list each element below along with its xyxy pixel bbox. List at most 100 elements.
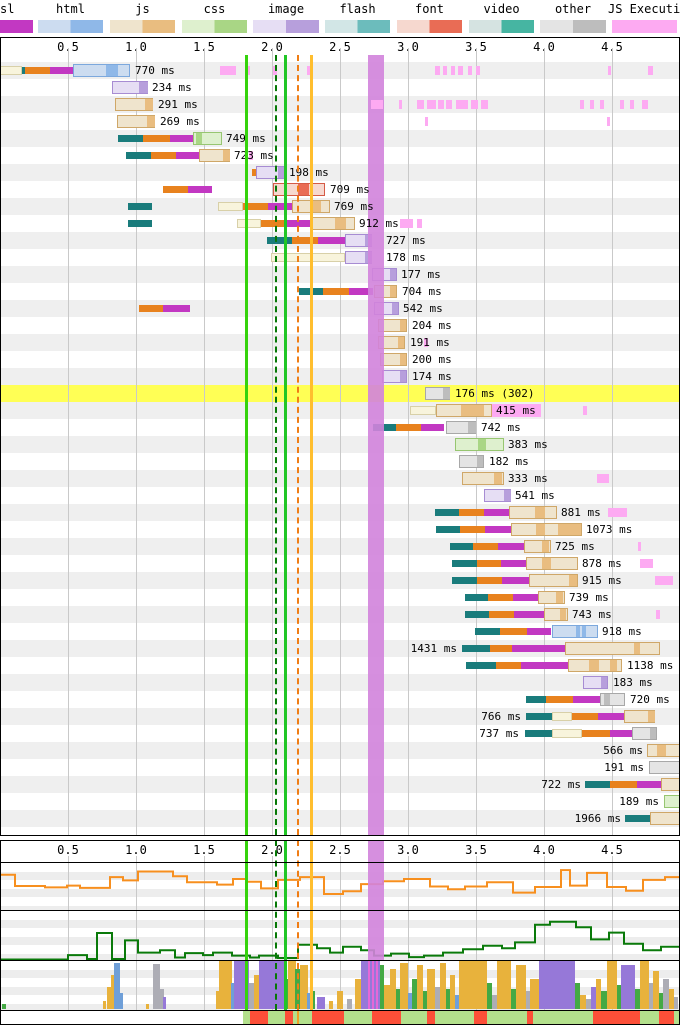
interactive-segment[interactable] xyxy=(285,1011,293,1024)
request-bar-js[interactable] xyxy=(115,98,153,111)
request-bar-img[interactable] xyxy=(256,166,285,179)
request-bar-font[interactable] xyxy=(273,183,325,196)
legend-swatch-4 xyxy=(253,20,319,33)
request-bar-oth[interactable] xyxy=(425,387,450,400)
js-execution-tick xyxy=(655,576,673,585)
dns-segment xyxy=(526,696,546,703)
dns-segment xyxy=(625,815,650,822)
request-time-label: 383 ms xyxy=(508,438,548,451)
request-time-label: 709 ms xyxy=(330,183,370,196)
request-bar-oth[interactable] xyxy=(649,761,680,774)
ssl-segment xyxy=(188,186,212,193)
request-bar-js[interactable] xyxy=(380,353,407,366)
request-bar-js[interactable] xyxy=(526,557,578,570)
request-bar-img[interactable] xyxy=(112,81,148,94)
request-bar-js[interactable] xyxy=(661,778,680,791)
interactive-segment[interactable] xyxy=(312,1011,344,1024)
request-bar-js[interactable] xyxy=(650,812,680,825)
panel-divider-4 xyxy=(0,1010,680,1011)
request-bar-css[interactable] xyxy=(455,438,504,451)
request-bar-js[interactable] xyxy=(624,710,655,723)
download-chunk xyxy=(390,286,396,297)
con-segment xyxy=(489,611,514,618)
request-bar-js[interactable] xyxy=(529,574,578,587)
request-bar-js[interactable] xyxy=(436,404,492,417)
request-time-label: 766 ms xyxy=(481,710,521,723)
ssl-segment xyxy=(421,424,444,431)
request-bar-js[interactable] xyxy=(117,115,155,128)
request-bar-html[interactable] xyxy=(552,625,598,638)
request-bar-js[interactable] xyxy=(565,642,660,655)
con-segment xyxy=(292,237,318,244)
interactive-segment[interactable] xyxy=(293,1011,297,1024)
request-bar-css[interactable] xyxy=(193,132,222,145)
download-chunk xyxy=(657,745,666,756)
download-chunk xyxy=(223,150,230,161)
interactive-segment[interactable] xyxy=(674,1011,680,1024)
request-bar-js[interactable] xyxy=(311,217,355,230)
download-chunk xyxy=(589,660,599,671)
interactive-segment[interactable] xyxy=(487,1011,527,1024)
axis-tick-label-bottom: 2.5 xyxy=(329,843,351,857)
request-bar-js[interactable] xyxy=(199,149,230,162)
interactive-segment[interactable] xyxy=(533,1011,593,1024)
axis-tick-label-bottom: 0.5 xyxy=(57,843,79,857)
request-bar-js[interactable] xyxy=(544,608,568,621)
js-execution-tick xyxy=(458,66,463,75)
gridline-vertical-bottom xyxy=(408,856,409,1010)
con-segment xyxy=(323,288,349,295)
interactive-segment[interactable] xyxy=(427,1011,435,1024)
js-execution-tick xyxy=(608,66,611,75)
request-bar-js[interactable] xyxy=(524,540,551,553)
interactive-segment[interactable] xyxy=(250,1011,268,1024)
axis-tick-label: 2.5 xyxy=(329,40,351,54)
activity-spike xyxy=(380,965,384,1009)
request-bar-js[interactable] xyxy=(568,659,622,672)
interactive-segment[interactable] xyxy=(474,1011,487,1024)
interactive-segment[interactable] xyxy=(593,1011,640,1024)
request-bar-js[interactable] xyxy=(509,506,557,519)
activity-spike xyxy=(440,963,446,1009)
interactive-segment[interactable] xyxy=(401,1011,427,1024)
request-bar-js[interactable] xyxy=(647,744,680,757)
interactive-segment[interactable] xyxy=(640,1011,659,1024)
js-execution-tick xyxy=(417,100,424,109)
interactive-segment[interactable] xyxy=(527,1011,533,1024)
download-chunk xyxy=(461,405,484,416)
axis-tick-label: 0.5 xyxy=(57,40,79,54)
legend-swatch-3 xyxy=(182,20,247,33)
request-bar-js[interactable] xyxy=(462,472,504,485)
interactive-segment[interactable] xyxy=(299,1011,312,1024)
activity-spike xyxy=(408,993,412,1009)
request-bar-js[interactable] xyxy=(538,591,565,604)
activity-spike xyxy=(487,983,492,1009)
request-time-label: 912 ms xyxy=(359,217,399,230)
gridline-vertical xyxy=(408,48,409,835)
interactive-segment[interactable] xyxy=(435,1011,474,1024)
request-bar-css[interactable] xyxy=(664,795,680,808)
interactive-segment[interactable] xyxy=(372,1011,401,1024)
download-chunk xyxy=(650,728,656,739)
interactive-segment[interactable] xyxy=(268,1011,285,1024)
request-bar-img[interactable] xyxy=(583,676,608,689)
interactive-segment[interactable] xyxy=(344,1011,372,1024)
request-bar-oth[interactable] xyxy=(446,421,476,434)
request-bar-html[interactable] xyxy=(73,64,130,77)
activity-spike xyxy=(111,975,114,1009)
request-bar-img[interactable] xyxy=(484,489,511,502)
interactive-segment[interactable] xyxy=(243,1011,250,1024)
ssl-segment xyxy=(527,628,551,635)
download-chunk xyxy=(536,524,545,535)
interactive-segment[interactable] xyxy=(297,1011,299,1024)
wait-segment xyxy=(237,219,261,228)
js-execution-tick xyxy=(580,100,584,109)
request-bar-img[interactable] xyxy=(382,370,407,383)
request-time-label: 722 ms xyxy=(541,778,581,791)
interactive-segment[interactable] xyxy=(659,1011,674,1024)
download-chunk xyxy=(604,694,610,705)
request-bar-oth[interactable] xyxy=(459,455,484,468)
request-bar-js[interactable] xyxy=(511,523,582,536)
request-bar-oth[interactable] xyxy=(632,727,657,740)
request-bar-oth[interactable] xyxy=(600,693,625,706)
request-bar-js[interactable] xyxy=(378,319,407,332)
